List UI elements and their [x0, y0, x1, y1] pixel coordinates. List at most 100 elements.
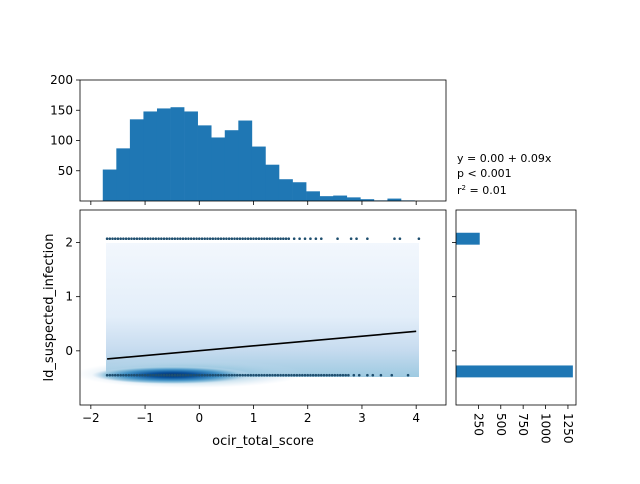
scatter-point	[124, 373, 128, 377]
scatter-point	[279, 373, 282, 377]
scatter-point	[398, 237, 402, 241]
histogram-bar	[387, 198, 402, 201]
scatter-point	[151, 373, 155, 377]
y-tick-label: 200	[50, 73, 73, 87]
scatter-points-high	[105, 237, 421, 241]
scatter-point	[282, 237, 285, 241]
scatter-point	[143, 237, 147, 241]
scatter-point	[333, 373, 337, 377]
scatter-point	[249, 373, 253, 377]
scatter-point	[200, 373, 204, 377]
scatter-point	[192, 237, 196, 241]
scatter-point	[208, 373, 212, 377]
scatter-point	[317, 373, 320, 377]
histogram-bar	[156, 108, 171, 201]
scatter-point	[122, 237, 125, 241]
scatter-point	[119, 373, 122, 377]
scatter-point	[271, 373, 274, 377]
scatter-point	[222, 237, 225, 241]
histogram-bar	[456, 365, 573, 378]
scatter-point	[355, 237, 358, 241]
scatter-point	[216, 373, 220, 377]
scatter-point	[170, 237, 174, 241]
marginal-y-frame	[455, 209, 577, 406]
scatter-point	[298, 237, 301, 241]
scatter-point	[252, 237, 255, 241]
scatter-point	[160, 373, 163, 377]
scatter-point	[195, 237, 198, 241]
scatter-point	[246, 373, 250, 377]
x-axis-label: ocir_total_score	[212, 434, 314, 449]
scatter-point	[108, 373, 112, 377]
marginal-x-xticks	[90, 201, 417, 205]
scatter-point	[176, 373, 179, 377]
scatter-point	[111, 237, 114, 241]
marginal-y-xticks: 250 500 750 1000 1250	[471, 405, 575, 444]
scatter-point	[344, 373, 347, 377]
scatter-point	[127, 373, 131, 377]
scatter-point	[122, 373, 125, 377]
scatter-point	[284, 237, 288, 241]
scatter-point	[219, 373, 223, 377]
x-tick-label: 250	[471, 413, 485, 436]
scatter-point	[146, 373, 150, 377]
scatter-point	[203, 373, 207, 377]
scatter-point	[162, 237, 166, 241]
histogram-bar	[360, 199, 375, 201]
scatter-point	[187, 237, 190, 241]
scatter-point	[119, 237, 122, 241]
scatter-point	[211, 373, 215, 377]
scatter-point	[249, 237, 253, 241]
scatter-point	[179, 373, 182, 377]
annotation-equation: y = 0.00 + 0.09x	[457, 152, 552, 165]
regression-line	[107, 330, 417, 360]
scatter-point	[184, 237, 188, 241]
histogram-bar	[102, 169, 117, 201]
scatter-point	[192, 373, 196, 377]
annotation-p-value: p < 0.001	[457, 167, 512, 180]
histogram-bar	[278, 179, 293, 201]
scatter-point	[325, 373, 329, 377]
scatter-point	[252, 373, 255, 377]
marginal-y-yticks	[452, 242, 456, 352]
scatter-point	[187, 373, 190, 377]
scatter-point	[141, 237, 144, 241]
scatter-point	[181, 237, 185, 241]
scatter-point	[371, 373, 375, 377]
density-layer	[80, 243, 419, 388]
histogram-bar	[170, 107, 185, 201]
scatter-point	[124, 237, 128, 241]
scatter-point	[132, 373, 136, 377]
scatter-point	[241, 237, 244, 241]
scatter-point	[282, 373, 285, 377]
scatter-point	[230, 373, 234, 377]
scatter-point	[165, 373, 169, 377]
scatter-point	[189, 373, 193, 377]
scatter-point	[233, 373, 236, 377]
scatter-point	[116, 237, 120, 241]
scatter-point	[211, 237, 215, 241]
scatter-point	[108, 237, 112, 241]
histogram-bar	[184, 111, 198, 201]
scatter-point	[292, 373, 296, 377]
scatter-point	[113, 373, 117, 377]
scatter-point	[149, 373, 152, 377]
scatter-point	[276, 373, 280, 377]
scatter-point	[265, 237, 269, 241]
scatter-point	[162, 373, 166, 377]
scatter-point	[290, 373, 293, 377]
scatter-point	[149, 237, 152, 241]
scatter-point	[225, 373, 228, 377]
scatter-point	[319, 237, 323, 241]
scatter-point	[273, 373, 277, 377]
scatter-point	[263, 237, 266, 241]
scatter-point	[406, 373, 410, 377]
scatter-point	[130, 373, 133, 377]
joint-panel: −2 −1 0 1 2 3 4 0 1 2 ocir_total_score ld_suspec…	[42, 209, 447, 449]
x-tick-label: 2	[304, 411, 312, 425]
marginal-x-yticks: 50 100 150 200	[50, 73, 80, 178]
scatter-point	[132, 237, 136, 241]
scatter-point	[127, 237, 131, 241]
x-tick-label: −1	[136, 411, 154, 425]
x-tick-label: 1250	[561, 413, 575, 444]
